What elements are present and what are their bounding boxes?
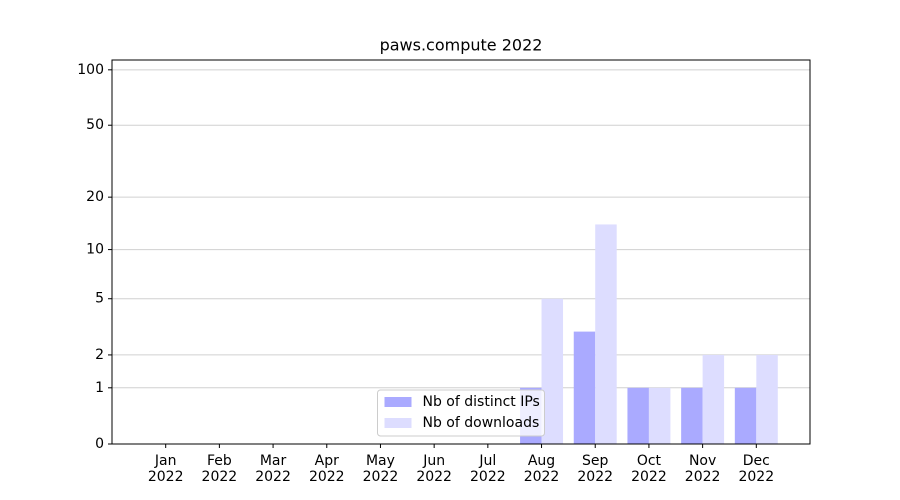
y-tick-label: 2 (95, 347, 104, 363)
x-tick-label: Apr 2022 (308, 453, 345, 485)
x-tick-label: Sep 2022 (577, 453, 614, 485)
x-tick-label: Aug 2022 (523, 453, 560, 485)
bar (573, 331, 596, 444)
legend-label: Nb of downloads (423, 415, 540, 431)
bar (648, 387, 671, 444)
x-tick-label: Nov 2022 (684, 453, 721, 485)
x-tick-label: Oct 2022 (631, 453, 667, 485)
legend-swatch (384, 397, 412, 407)
legend-box (377, 389, 545, 437)
y-tick-label: 10 (86, 242, 104, 258)
y-tick-label: 5 (95, 291, 104, 307)
x-tick-label: Jul 2022 (470, 453, 506, 485)
chart-title: paws.compute 2022 (380, 36, 543, 55)
bar (595, 224, 617, 444)
y-tick-label: 50 (86, 117, 104, 133)
x-tick-label: Dec 2022 (738, 453, 775, 485)
legend: Nb of distinct IPs Nb of downloads (377, 389, 545, 437)
x-tick-label: Feb 2022 (201, 453, 238, 485)
y-tick-label: 100 (77, 62, 104, 78)
bar (541, 298, 564, 444)
x-tick-label: Jan 2022 (147, 453, 184, 485)
x-tick-label: Jun 2022 (416, 453, 452, 485)
bar (734, 387, 757, 444)
bar (702, 354, 725, 444)
bar (627, 387, 649, 444)
plot-frame (111, 59, 811, 445)
y-tick-label: 1 (95, 380, 104, 396)
bar (756, 354, 778, 444)
x-tick-label: May 2022 (362, 453, 399, 485)
y-tick-label: 20 (86, 189, 104, 205)
legend-label: Nb of distinct IPs (423, 394, 540, 410)
y-tick-label: 0 (95, 436, 104, 452)
bar (681, 387, 703, 444)
legend-swatch (384, 418, 412, 428)
x-tick-label: Mar 2022 (255, 453, 291, 485)
